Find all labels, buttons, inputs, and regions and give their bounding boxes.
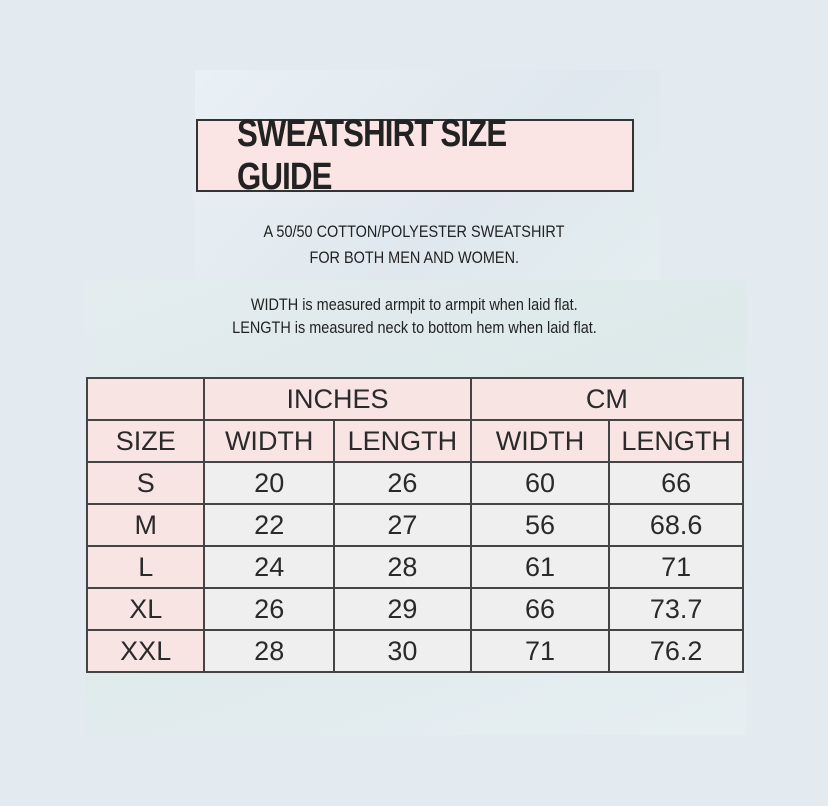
column-header: LENGTH xyxy=(608,419,744,463)
subtitle-text: A 50/50 COTTON/POLYESTER SWEATSHIRT xyxy=(263,222,565,241)
page-title: SWEATSHIRT SIZE GUIDE xyxy=(196,113,634,198)
measurement-cell: 73.7 xyxy=(608,587,744,631)
group-header-cm: CM xyxy=(469,377,745,421)
table-row: L 24 28 61 71 xyxy=(85,545,744,589)
size-cell: L xyxy=(85,545,206,589)
column-header: WIDTH xyxy=(469,419,611,463)
measurement-cell: 20 xyxy=(203,461,335,505)
size-cell: S xyxy=(85,461,206,505)
size-cell: XL xyxy=(85,587,206,631)
measurement-cell: 66 xyxy=(469,587,611,631)
column-header: LENGTH xyxy=(332,419,472,463)
measurement-cell: 22 xyxy=(203,503,335,547)
measurement-cell: 56 xyxy=(469,503,611,547)
note-text: WIDTH is measured armpit to armpit when … xyxy=(250,295,578,314)
measurement-cell: 28 xyxy=(203,629,335,673)
measurement-cell: 76.2 xyxy=(608,629,744,673)
measurement-cell: 60 xyxy=(469,461,611,505)
measurement-cell: 26 xyxy=(203,587,335,631)
title-text: SWEATSHIRT SIZE GUIDE xyxy=(237,112,507,198)
column-header-row: SIZE WIDTH LENGTH WIDTH LENGTH xyxy=(85,419,744,463)
measurement-cell: 66 xyxy=(608,461,744,505)
note-width: WIDTH is measured armpit to armpit when … xyxy=(0,293,828,317)
table-row: S 20 26 60 66 xyxy=(85,461,744,505)
table-row: XL 26 29 66 73.7 xyxy=(85,587,744,631)
table-row: XXL 28 30 71 76.2 xyxy=(85,629,744,673)
measurement-cell: 28 xyxy=(332,545,472,589)
subtitle-line-1: A 50/50 COTTON/POLYESTER SWEATSHIRT xyxy=(0,220,828,244)
size-cell: XXL xyxy=(85,629,206,673)
column-header: SIZE xyxy=(85,419,206,463)
measurement-cell: 24 xyxy=(203,545,335,589)
measurement-cell: 71 xyxy=(469,629,611,673)
note-length: LENGTH is measured neck to bottom hem wh… xyxy=(0,316,828,340)
measurement-cell: 61 xyxy=(469,545,611,589)
measurement-cell: 29 xyxy=(332,587,472,631)
table-row: M 22 27 56 68.6 xyxy=(85,503,744,547)
column-header: WIDTH xyxy=(203,419,335,463)
size-cell: M xyxy=(85,503,206,547)
subtitle-text: FOR BOTH MEN AND WOMEN. xyxy=(309,248,519,267)
measurement-cell: 30 xyxy=(332,629,472,673)
note-text: LENGTH is measured neck to bottom hem wh… xyxy=(231,318,597,337)
measurement-cell: 71 xyxy=(608,545,744,589)
size-table: INCHES CM SIZE WIDTH LENGTH WIDTH LENGTH… xyxy=(85,377,745,673)
group-header-inches: INCHES xyxy=(203,377,472,421)
group-header-row: INCHES CM xyxy=(85,377,745,421)
empty-header-cell xyxy=(85,377,206,421)
measurement-cell: 68.6 xyxy=(608,503,744,547)
subtitle-line-2: FOR BOTH MEN AND WOMEN. xyxy=(0,246,828,270)
measurement-cell: 27 xyxy=(332,503,472,547)
measurement-cell: 26 xyxy=(332,461,472,505)
